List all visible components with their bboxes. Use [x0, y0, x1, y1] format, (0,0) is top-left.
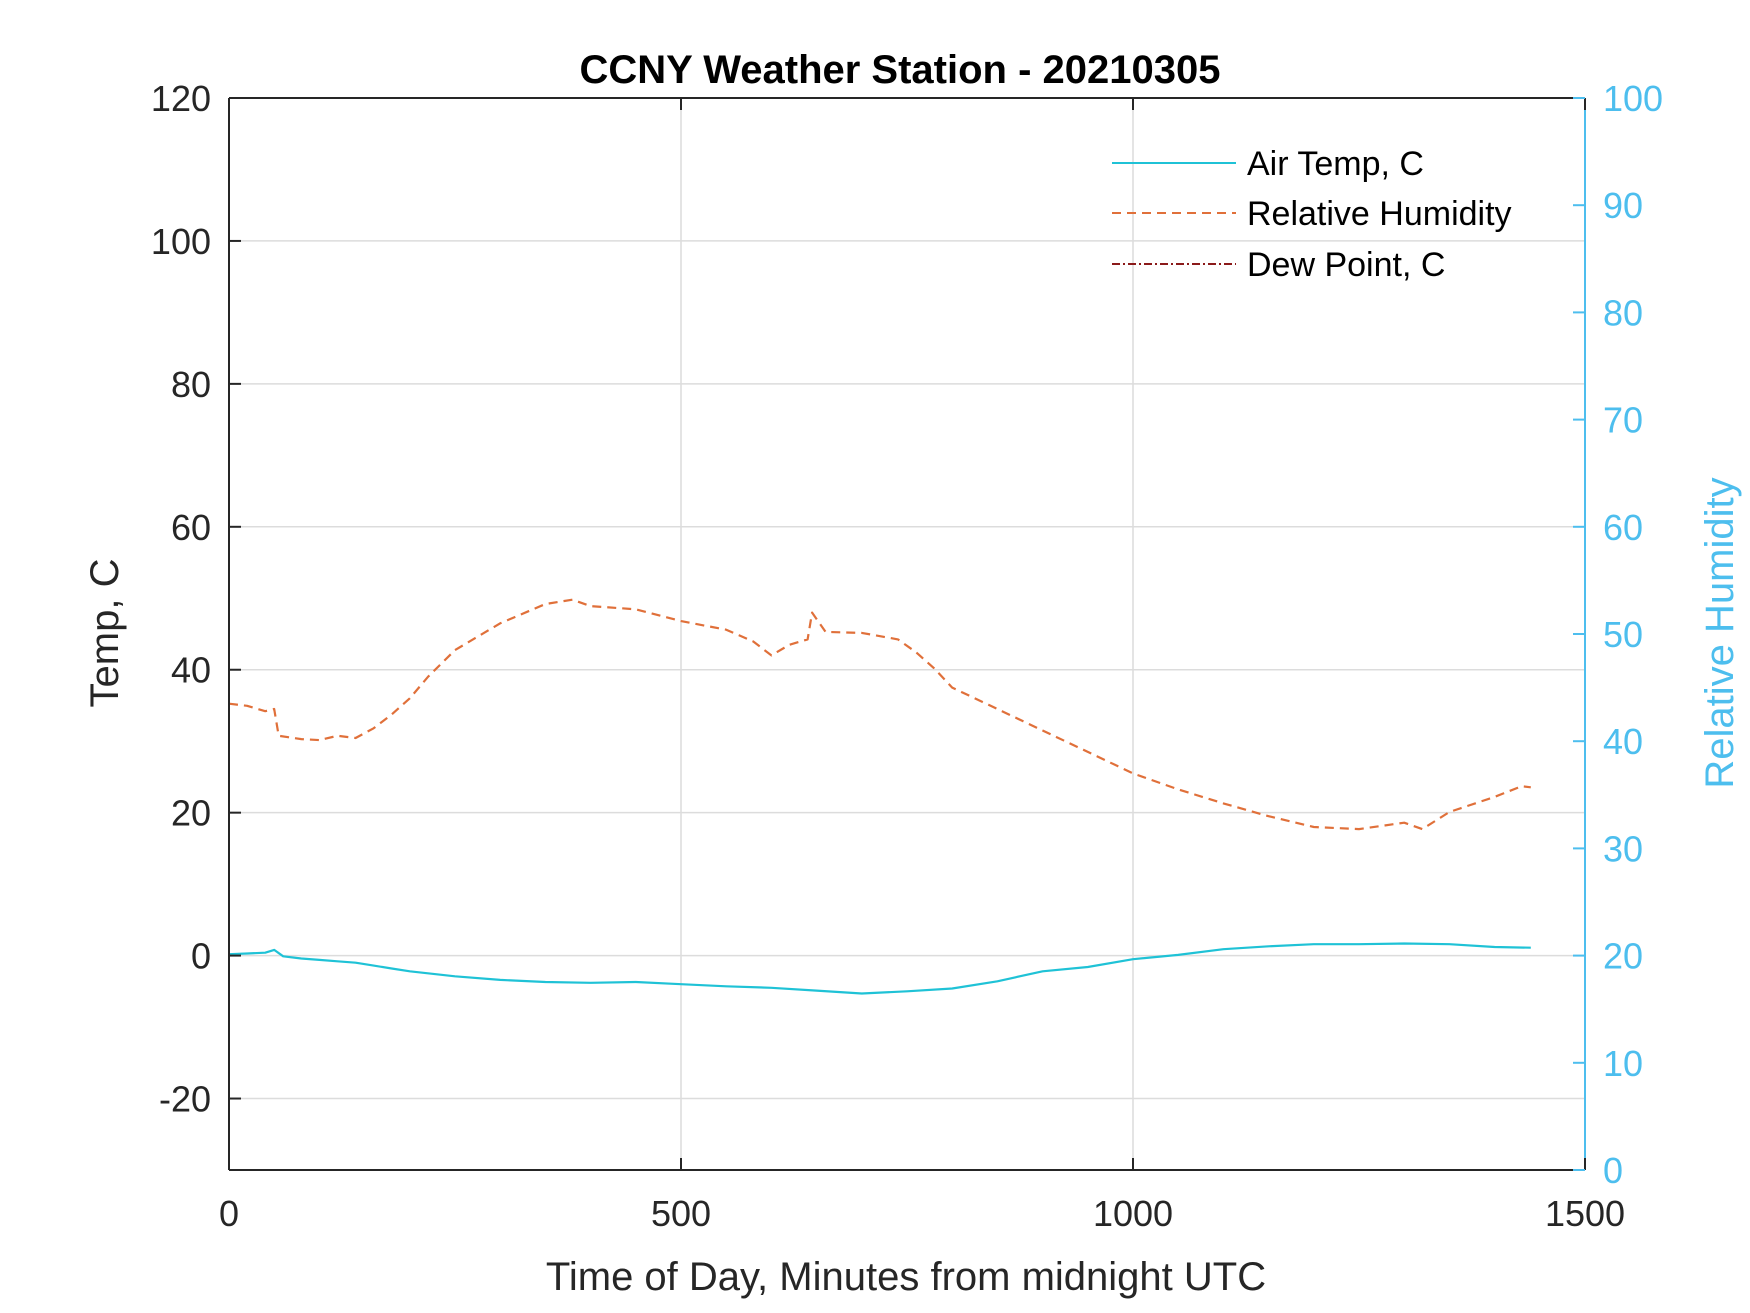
y-right-tick-label: 10: [1603, 1043, 1643, 1084]
y-axis-right-label: Relative Humidity: [1698, 477, 1742, 788]
y-left-tick-label: 100: [151, 221, 211, 262]
grid: [229, 98, 1585, 1170]
y-right-tick-label: 80: [1603, 292, 1643, 333]
x-tick-label: 1500: [1545, 1193, 1625, 1234]
y-axis-left-label: Temp, C: [83, 559, 127, 708]
ticks: 0 500 1000 1500 -20 0 20 40 60 80 100 120 0 10 20 30 40 5…: [151, 78, 1663, 1234]
y-left-tick-label: 80: [171, 364, 211, 405]
chart-title: CCNY Weather Station - 20210305: [580, 48, 1221, 92]
x-tick-label: 1000: [1093, 1193, 1173, 1234]
x-tick-label: 500: [651, 1193, 711, 1234]
legend-label-relative-humidity: Relative Humidity: [1247, 195, 1512, 233]
y-left-tick-label: 60: [171, 507, 211, 548]
y-left-tick-label: 20: [171, 793, 211, 834]
x-axis-label: Time of Day, Minutes from midnight UTC: [546, 1255, 1266, 1299]
legend: Air Temp, C Relative Humidity Dew Point,…: [1112, 145, 1512, 284]
y-right-tick-label: 20: [1603, 936, 1643, 977]
y-left-tick-label: 0: [191, 936, 211, 977]
legend-label-air-temp: Air Temp, C: [1247, 145, 1424, 183]
y-left-tick-label: 40: [171, 650, 211, 691]
y-right-tick-label: 50: [1603, 614, 1643, 655]
y-right-tick-label: 90: [1603, 185, 1643, 226]
y-left-tick-label: -20: [159, 1079, 211, 1120]
y-left-tick-label: 120: [151, 78, 211, 119]
x-tick-label: 0: [219, 1193, 239, 1234]
series-line-air-temp: [228, 942, 1531, 995]
y-right-tick-label: 40: [1603, 721, 1643, 762]
y-right-tick-label: 60: [1603, 507, 1643, 548]
series-layer: [228, 598, 1531, 995]
y-right-tick-label: 0: [1603, 1150, 1623, 1191]
legend-label-dew-point: Dew Point, C: [1247, 246, 1445, 284]
series-line-relative-humidity: [228, 598, 1531, 831]
y-right-tick-label: 70: [1603, 400, 1643, 441]
y-right-tick-label: 30: [1603, 828, 1643, 869]
y-right-tick-label: 100: [1603, 78, 1663, 119]
